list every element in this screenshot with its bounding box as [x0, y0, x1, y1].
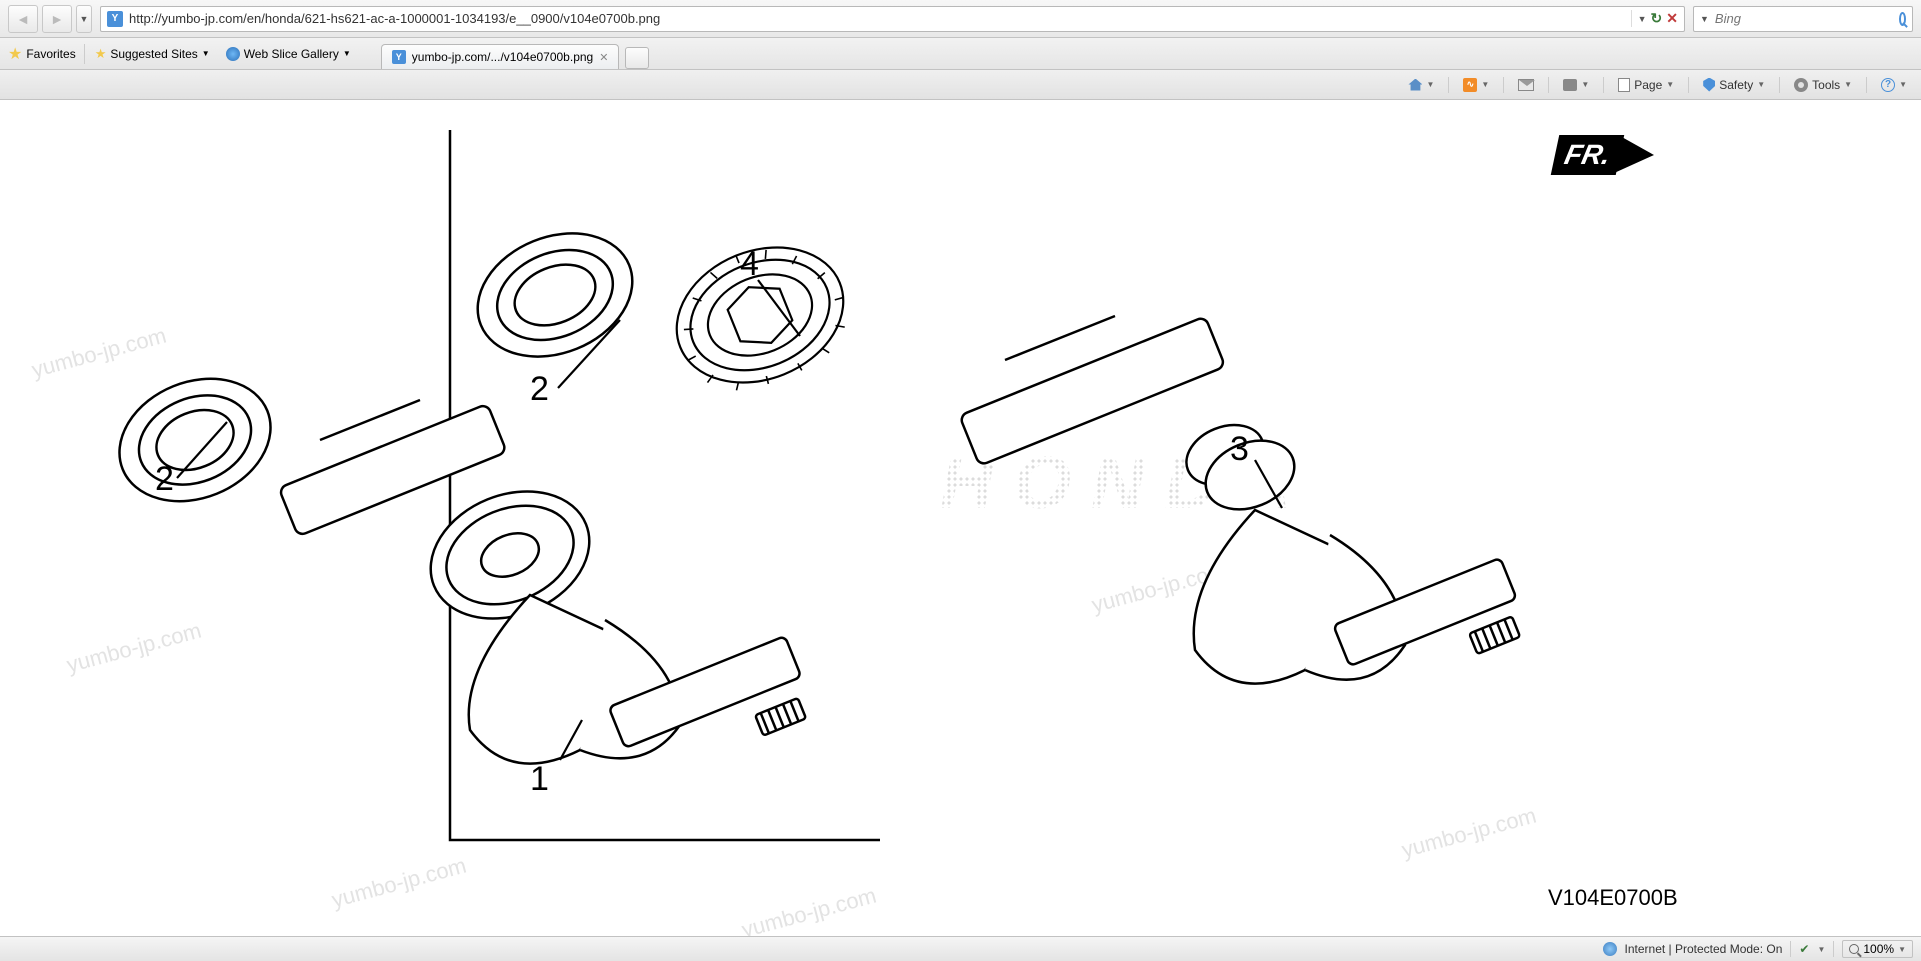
zoom-caret-icon: ▼ [1898, 945, 1906, 954]
print-icon [1563, 79, 1577, 91]
home-caret-icon: ▼ [1426, 80, 1434, 89]
page-content: yumbo-jp.com yumbo-jp.com yumbo-jp.com y… [0, 100, 1921, 936]
callout-3: 3 [1230, 430, 1249, 469]
callout-1: 1 [530, 760, 549, 799]
favorites-section: ★ Favorites [8, 44, 85, 64]
internet-zone-icon [1603, 942, 1617, 956]
zoom-value: 100% [1863, 942, 1894, 956]
menu-sep-4 [1603, 77, 1604, 93]
safety-menu[interactable]: Safety ▼ [1697, 76, 1771, 94]
print-caret-icon: ▼ [1581, 80, 1589, 89]
suggested-label: Suggested Sites [110, 47, 197, 61]
web-slice-gallery[interactable]: Web Slice Gallery ▼ [220, 47, 357, 61]
safety-icon [1703, 78, 1715, 92]
fr-label: FR. [1551, 135, 1625, 175]
fr-arrow-icon [1614, 137, 1658, 173]
back-button[interactable]: ◄ [8, 5, 38, 33]
menu-sep-7 [1866, 77, 1867, 93]
callout-4: 4 [740, 245, 759, 284]
safety-caret-icon: ▼ [1757, 80, 1765, 89]
print-button[interactable]: ▼ [1557, 77, 1595, 93]
tab-title: yumbo-jp.com/.../v104e0700b.png [412, 50, 593, 64]
zoom-control[interactable]: 100% ▼ [1842, 940, 1913, 958]
command-bar: ▼ ∿ ▼ ▼ Page ▼ Safety ▼ Tools ▼ ? ▼ [0, 70, 1921, 100]
address-bar[interactable]: Y http://yumbo-jp.com/en/honda/621-hs621… [100, 6, 1685, 32]
home-icon [1408, 79, 1422, 91]
webslice-label: Web Slice Gallery [244, 47, 339, 61]
status-bar: Internet | Protected Mode: On ✔ ▼ 100% ▼ [0, 936, 1921, 961]
tab-toolbar: ★ Favorites ★ Suggested Sites ▼ Web Slic… [0, 38, 1921, 70]
internet-zone-label: Internet | Protected Mode: On [1625, 942, 1783, 956]
feeds-button[interactable]: ∿ ▼ [1457, 76, 1495, 94]
stop-icon[interactable]: ✕ [1666, 10, 1678, 27]
tools-icon [1794, 78, 1808, 92]
dropdown-icon[interactable]: ▼ [1638, 14, 1647, 24]
globe-icon [226, 47, 240, 61]
help-menu[interactable]: ? ▼ [1875, 76, 1913, 94]
diagram-canvas: yumbo-jp.com yumbo-jp.com yumbo-jp.com y… [0, 100, 1900, 936]
tab-close-icon[interactable]: ✕ [599, 51, 608, 64]
leader-lines [0, 100, 1700, 936]
security-report-icon[interactable]: ✔ [1799, 942, 1809, 956]
suggested-dropdown-icon: ▼ [202, 49, 210, 58]
zoom-icon [1849, 944, 1859, 954]
tools-caret-icon: ▼ [1844, 80, 1852, 89]
tab-strip: Y yumbo-jp.com/.../v104e0700b.png ✕ [381, 38, 650, 69]
tools-menu-label: Tools [1812, 78, 1840, 92]
search-provider-dropdown-icon[interactable]: ▼ [1700, 14, 1709, 24]
suggested-star-icon: ★ [95, 46, 107, 62]
callout-2-left: 2 [155, 460, 174, 499]
safety-menu-label: Safety [1719, 78, 1753, 92]
page-icon [1618, 78, 1630, 92]
address-text: http://yumbo-jp.com/en/honda/621-hs621-a… [129, 11, 1625, 26]
tools-menu[interactable]: Tools ▼ [1788, 76, 1858, 94]
menu-sep-6 [1779, 77, 1780, 93]
favorites-star-icon[interactable]: ★ [8, 44, 22, 64]
status-sep-2 [1833, 941, 1834, 957]
refresh-icon[interactable]: ↻ [1651, 10, 1663, 27]
tab-favicon: Y [392, 50, 406, 64]
suggested-sites[interactable]: ★ Suggested Sites ▼ [89, 46, 216, 62]
search-box[interactable]: ▼ [1693, 6, 1913, 32]
address-right-controls: ▼ ↻ ✕ [1631, 10, 1678, 27]
search-input[interactable] [1715, 11, 1893, 26]
rss-icon: ∿ [1463, 78, 1477, 92]
nav-history-dropdown[interactable]: ▼ [76, 5, 92, 33]
menu-sep-3 [1548, 77, 1549, 93]
search-icon[interactable] [1899, 12, 1906, 26]
home-button[interactable]: ▼ [1402, 77, 1440, 93]
menu-sep-5 [1688, 77, 1689, 93]
reference-code: V104E0700B [1548, 885, 1678, 911]
menu-sep [1448, 77, 1449, 93]
help-icon: ? [1881, 78, 1895, 92]
fr-direction-badge: FR. [1551, 135, 1659, 175]
page-menu-label: Page [1634, 78, 1662, 92]
new-tab-button[interactable] [625, 47, 649, 69]
browser-header: ◄ ► ▼ Y http://yumbo-jp.com/en/honda/621… [0, 0, 1921, 38]
favorites-label[interactable]: Favorites [26, 47, 75, 61]
tab-active[interactable]: Y yumbo-jp.com/.../v104e0700b.png ✕ [381, 44, 620, 69]
read-mail-button[interactable] [1512, 77, 1540, 93]
security-caret-icon: ▼ [1817, 945, 1825, 954]
forward-button[interactable]: ► [42, 5, 72, 33]
webslice-dropdown-icon: ▼ [343, 49, 351, 58]
page-caret-icon: ▼ [1666, 80, 1674, 89]
site-icon: Y [107, 11, 123, 27]
status-sep [1790, 941, 1791, 957]
page-menu[interactable]: Page ▼ [1612, 76, 1680, 94]
help-caret-icon: ▼ [1899, 80, 1907, 89]
menu-sep-2 [1503, 77, 1504, 93]
callout-2-right: 2 [530, 370, 549, 409]
rss-caret-icon: ▼ [1481, 80, 1489, 89]
mail-icon [1518, 79, 1534, 91]
